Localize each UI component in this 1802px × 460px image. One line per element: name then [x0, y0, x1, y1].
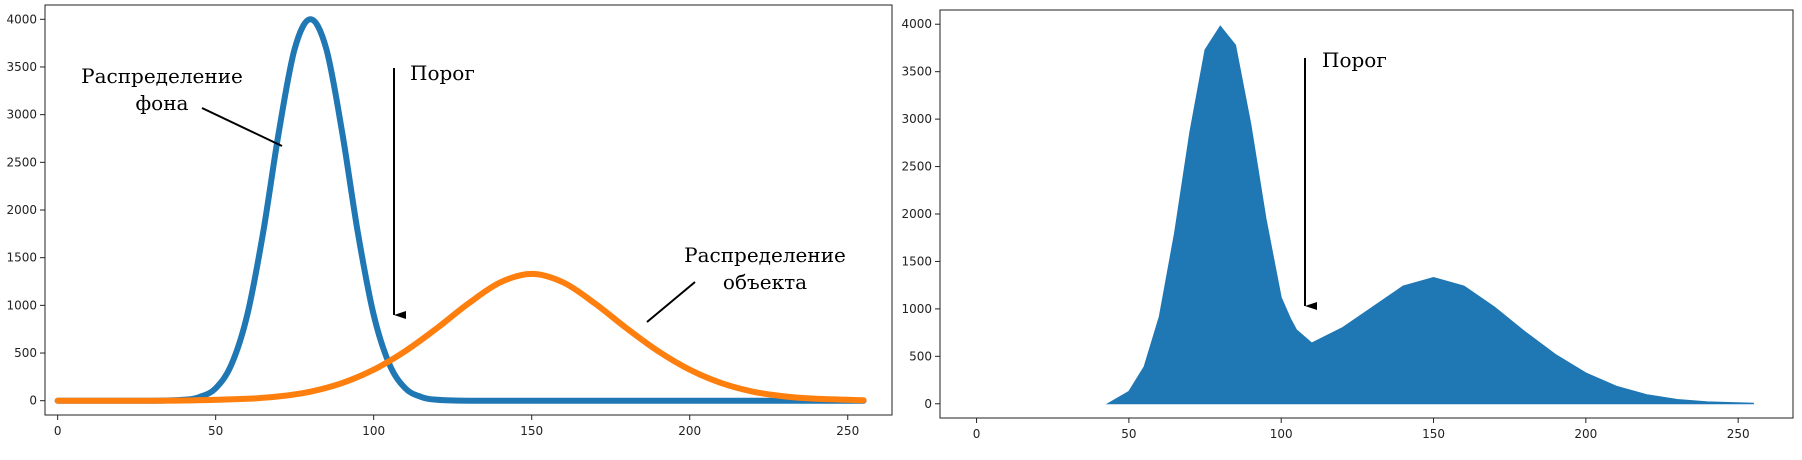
y-tick-label: 0	[29, 394, 37, 408]
background-label-line2: фона	[136, 91, 189, 115]
threshold-label: Порог	[1322, 48, 1387, 72]
background-distribution-line	[54, 16, 867, 404]
y-tick-label: 1500	[6, 251, 37, 265]
x-tick-label: 200	[1574, 427, 1597, 441]
y-tick-label: 4000	[6, 12, 37, 26]
x-tick-label: 100	[362, 424, 385, 438]
object-annotation: Распределение объекта	[646, 243, 846, 323]
x-tick-label: 250	[1727, 427, 1750, 441]
y-tick-label: 500	[14, 346, 37, 360]
x-axis: 0 50 100 150 200 250	[54, 415, 859, 438]
x-tick-label: 250	[836, 424, 859, 438]
background-label-line1: Распределение	[81, 64, 243, 88]
distributions-chart: 0 50 100 150 200 250 0 500 1000 1500 2000 2500 3000…	[6, 4, 893, 438]
y-axis: 0 500 1000 1500 2000 2500 3000 3500 4000	[901, 17, 940, 411]
series-group	[1105, 25, 1754, 405]
x-tick-label: 0	[973, 427, 981, 441]
x-tick-label: 100	[1270, 427, 1293, 441]
x-tick-label: 0	[54, 424, 62, 438]
threshold-label: Порог	[410, 61, 475, 85]
y-tick-label: 3000	[6, 108, 37, 122]
object-distribution-line	[54, 270, 867, 404]
background-annotation: Распределение фона	[81, 64, 283, 147]
x-tick-label: 150	[520, 424, 543, 438]
y-tick-label: 0	[924, 397, 932, 411]
object-label-line1: Распределение	[684, 243, 846, 267]
x-tick-label: 50	[208, 424, 223, 438]
x-tick-label: 200	[678, 424, 701, 438]
y-tick-label: 1500	[901, 254, 932, 268]
y-tick-label: 2000	[6, 203, 37, 217]
x-tick-label: 50	[1121, 427, 1136, 441]
x-tick-label: 150	[1422, 427, 1445, 441]
y-axis: 0 500 1000 1500 2000 2500 3000 3500 4000	[6, 12, 45, 408]
y-tick-label: 2500	[6, 155, 37, 169]
series-group	[54, 16, 867, 404]
background-pointer-line	[201, 107, 283, 147]
object-label-line2: объекта	[723, 270, 807, 294]
plot-frame	[44, 4, 893, 416]
histogram-chart: 0 50 100 150 200 250 0 500 1000 1500 2000 2500 3000…	[901, 9, 1794, 441]
histogram-area-series	[1105, 25, 1754, 405]
y-tick-label: 3000	[901, 112, 932, 126]
object-pointer-line	[646, 281, 696, 323]
y-tick-label: 2000	[901, 207, 932, 221]
y-tick-label: 1000	[901, 302, 932, 316]
y-tick-label: 1000	[6, 298, 37, 312]
y-tick-label: 3500	[6, 60, 37, 74]
y-tick-label: 4000	[901, 17, 932, 31]
y-tick-label: 2500	[901, 160, 932, 174]
y-tick-label: 3500	[901, 65, 932, 79]
x-axis: 0 50 100 150 200 250	[973, 418, 1750, 441]
y-tick-label: 500	[909, 349, 932, 363]
threshold-annotation: Порог	[1304, 48, 1387, 310]
threshold-annotation: Порог	[393, 61, 475, 319]
